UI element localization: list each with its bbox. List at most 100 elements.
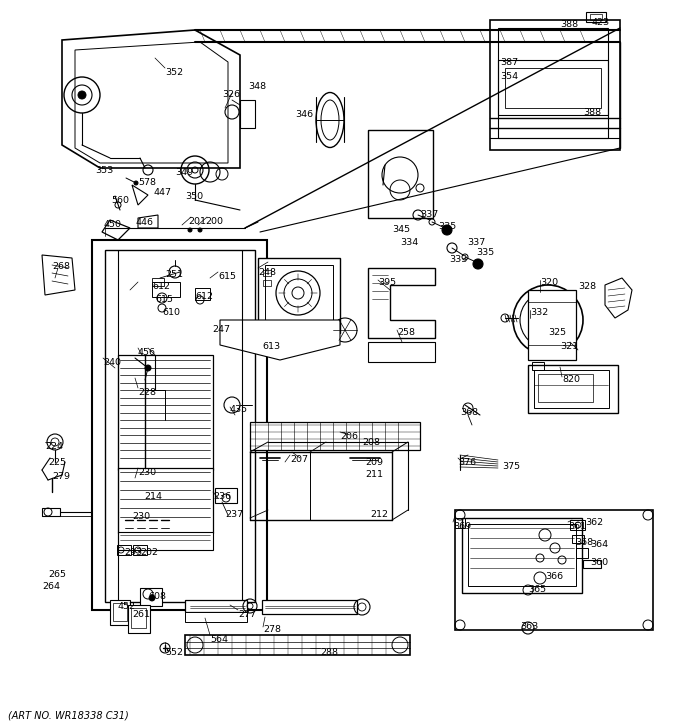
Bar [258,258,340,333]
Text: 279: 279 [52,472,70,481]
Bar [468,524,576,586]
Bar [42,508,60,516]
Text: 277: 277 [238,610,256,619]
Text: 251: 251 [165,270,183,279]
Bar [498,28,608,138]
Bar [92,240,267,610]
Bar [113,603,127,621]
Text: 564: 564 [210,635,228,644]
Bar [118,532,213,550]
Bar [368,342,435,362]
Bar [128,605,150,633]
Bar [215,488,237,503]
Circle shape [198,228,202,232]
Text: 375: 375 [502,462,520,471]
Bar [117,545,131,555]
Text: 247: 247 [212,325,230,334]
Text: 364: 364 [590,540,608,549]
Text: 207: 207 [290,455,308,464]
Polygon shape [368,268,435,338]
Text: 615: 615 [155,295,173,304]
Bar [265,265,333,325]
Text: 612: 612 [195,292,213,301]
Bar [576,548,588,558]
Text: 362: 362 [585,518,603,527]
Text: 209: 209 [365,458,383,467]
Text: 820: 820 [562,375,580,384]
Bar [185,635,410,655]
Bar [152,278,164,286]
Text: 325: 325 [548,328,566,337]
Text: 268: 268 [52,262,70,271]
Bar [586,12,606,22]
Circle shape [78,91,86,99]
Text: 225: 225 [48,458,66,467]
Text: 212: 212 [370,510,388,519]
Circle shape [473,259,483,269]
Text: 552: 552 [165,648,183,657]
Bar [185,612,247,622]
Text: 388: 388 [583,108,601,117]
Text: 337: 337 [420,210,438,219]
Text: 613: 613 [262,342,280,351]
Text: 612: 612 [152,282,170,291]
Text: 456: 456 [138,348,156,357]
Text: 608: 608 [148,592,166,601]
Text: 360: 360 [590,558,608,567]
Text: 211: 211 [365,470,383,479]
Bar [498,60,608,115]
Text: 350: 350 [185,192,203,201]
Bar [462,518,582,593]
Circle shape [134,181,138,185]
Text: 320: 320 [540,278,558,287]
Bar [105,250,255,602]
Text: 258: 258 [397,328,415,337]
Circle shape [145,365,151,371]
Text: 206: 206 [340,432,358,441]
Text: 261: 261 [132,610,150,619]
Bar [250,422,420,450]
Text: 560: 560 [111,196,129,205]
Text: 365: 365 [528,585,546,594]
Bar [532,362,544,370]
Text: 366: 366 [545,572,563,581]
Bar [263,280,271,286]
Polygon shape [220,320,340,360]
Text: 240: 240 [103,358,121,367]
Text: 236: 236 [213,492,231,501]
Text: 335: 335 [438,222,456,231]
Text: 368: 368 [575,538,593,547]
Text: 237: 237 [225,510,243,519]
Bar [570,520,585,530]
Text: 446: 446 [136,218,154,227]
Circle shape [442,225,452,235]
Text: 452: 452 [118,602,136,611]
Text: 228: 228 [138,388,156,397]
Text: 346: 346 [295,110,313,119]
Text: 321: 321 [560,342,578,351]
Text: 363: 363 [520,622,539,631]
Text: 387: 387 [500,58,518,67]
Text: 264: 264 [42,582,60,591]
Text: 578: 578 [138,178,156,187]
Bar [528,365,618,413]
Bar [505,68,601,108]
Bar [590,14,602,20]
Bar [538,374,593,402]
Bar [572,535,584,543]
Polygon shape [605,278,632,318]
Text: 348: 348 [248,82,266,91]
Polygon shape [62,30,240,168]
Bar [583,560,601,568]
Text: 334: 334 [400,238,418,247]
Text: 278: 278 [263,625,281,634]
Bar [131,608,146,628]
Circle shape [292,287,304,299]
Text: 293: 293 [124,548,142,557]
Text: 326: 326 [222,90,240,99]
Text: 447: 447 [153,188,171,197]
Bar [152,282,180,297]
Bar [368,130,433,218]
Text: (ART NO. WR18338 C31): (ART NO. WR18338 C31) [8,710,129,720]
Polygon shape [75,42,228,163]
